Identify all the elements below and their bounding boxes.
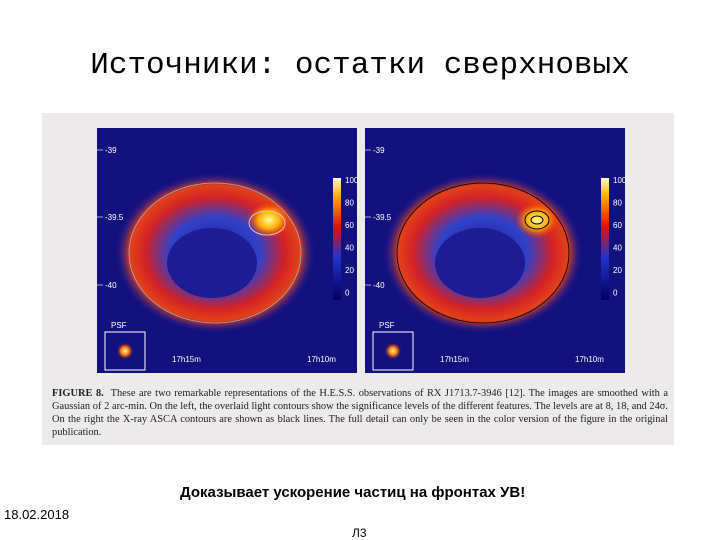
psf-spot — [116, 342, 134, 360]
colorbar-label: 40 — [345, 244, 354, 253]
colorbar-label: 80 — [613, 199, 622, 208]
y-label: -39 — [105, 146, 117, 155]
y-label: -39.5 — [105, 213, 124, 222]
slide-number: Л3 — [352, 526, 367, 540]
date: 18.02.2018 — [4, 507, 70, 522]
slide-title: Источники: остатки сверхновых — [90, 48, 630, 83]
caption-label: FIGURE 8. — [52, 388, 104, 399]
x-label: 17h15m — [172, 355, 201, 364]
x-label: 17h10m — [575, 355, 604, 364]
colorbar-label: 0 — [345, 289, 350, 298]
colorbar — [333, 178, 341, 300]
contour — [524, 210, 550, 230]
psf-label: PSF — [379, 321, 395, 330]
colorbar-label: 20 — [345, 266, 354, 275]
remnant-core — [167, 228, 257, 298]
remnant-core — [435, 228, 525, 298]
colorbar-label: 20 — [613, 266, 622, 275]
psf-box — [104, 331, 146, 371]
psf-box — [372, 331, 414, 371]
colorbar-label: 60 — [345, 221, 354, 230]
hot-spot — [247, 202, 291, 238]
x-label: 17h15m — [440, 355, 469, 364]
figure-caption: FIGURE 8. These are two remarkable repre… — [52, 387, 668, 439]
y-label: -40 — [105, 281, 117, 290]
colorbar-label: 100 — [613, 176, 627, 185]
psf-spot — [384, 342, 402, 360]
contour — [128, 182, 302, 324]
colorbar-label: 80 — [345, 199, 354, 208]
colorbar-label: 60 — [613, 221, 622, 230]
y-label: -39.5 — [373, 213, 392, 222]
statement: Доказывает ускорение частиц на фронтах У… — [180, 484, 526, 501]
x-label: 17h10m — [307, 355, 336, 364]
caption-text: These are two remarkable representations… — [52, 388, 668, 438]
contour — [248, 210, 286, 236]
colorbar-label: 40 — [613, 244, 622, 253]
colorbar-label: 0 — [613, 289, 618, 298]
colorbar — [601, 178, 609, 300]
psf-label: PSF — [111, 321, 127, 330]
contour — [396, 182, 570, 324]
y-label: -39 — [373, 146, 385, 155]
contour — [530, 215, 544, 225]
y-label: -40 — [373, 281, 385, 290]
colorbar-label: 100 — [345, 176, 359, 185]
hot-spot — [515, 202, 559, 238]
figure-images: -39 -39.5 -40 100 80 60 40 20 0 PSF 17h15m 17h10m -3… — [97, 128, 627, 373]
